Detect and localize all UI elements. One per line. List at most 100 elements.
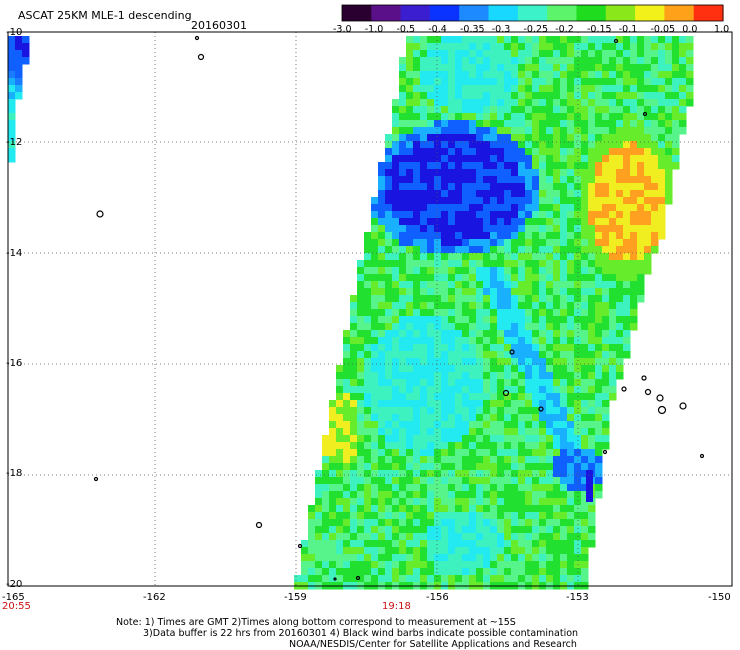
swath-cell — [462, 85, 470, 93]
swath-cell — [623, 204, 631, 212]
swath-cell — [567, 540, 575, 548]
swath-cell — [539, 50, 547, 58]
swath-cell — [441, 344, 449, 352]
swath-cell — [518, 211, 526, 219]
swath-cell — [525, 267, 533, 275]
swath-cell — [574, 43, 582, 51]
swath-cell — [581, 267, 589, 275]
swath-cell — [350, 575, 358, 583]
swath-cell — [413, 309, 421, 317]
island-outline — [679, 402, 687, 410]
swath-cell — [350, 547, 358, 555]
swath-cell — [385, 316, 393, 324]
swath-cell — [546, 477, 554, 485]
swath-cell — [364, 379, 372, 387]
swath-cell — [686, 99, 694, 107]
swath-cell — [371, 330, 379, 338]
swath-cell — [469, 148, 477, 156]
swath-cell — [322, 540, 330, 548]
swath-cell — [665, 36, 673, 44]
swath-cell — [490, 169, 498, 177]
swath-cell — [658, 148, 666, 156]
swath-cell — [322, 449, 330, 457]
swath-cell — [413, 295, 421, 303]
swath-cell — [406, 484, 414, 492]
swath-cell — [672, 64, 680, 72]
swath-cell — [672, 43, 680, 51]
swath-cell — [497, 330, 505, 338]
swath-cell — [350, 491, 358, 499]
swath-cell — [455, 211, 463, 219]
swath-cell — [490, 498, 498, 506]
swath-cell — [448, 106, 456, 114]
swath-cell — [546, 134, 554, 142]
island-outline — [602, 449, 608, 455]
swath-cell — [525, 176, 533, 184]
swath-cell — [588, 260, 596, 268]
swath-cell — [539, 316, 547, 324]
swath-cell — [385, 400, 393, 408]
swath-cell — [476, 561, 484, 569]
swath-cell — [420, 484, 428, 492]
swath-cell — [399, 470, 407, 478]
swath-cell — [455, 169, 463, 177]
swath-cell — [329, 442, 337, 450]
swath-cell — [427, 330, 435, 338]
colorbar-swatch — [547, 5, 578, 21]
swath-cell — [406, 554, 414, 562]
swath-cell — [455, 64, 463, 72]
swath-cell — [588, 337, 596, 345]
swath-cell — [532, 568, 540, 576]
swath-cell — [623, 92, 631, 100]
swath-cell — [560, 491, 568, 499]
swath-cell — [406, 190, 414, 198]
swath-cell — [616, 372, 624, 380]
swath-cell — [546, 309, 554, 317]
swath-cell — [455, 400, 463, 408]
swath-cell — [364, 253, 372, 261]
swath-cell — [504, 169, 512, 177]
swath-cell — [553, 288, 561, 296]
swath-cell — [392, 246, 400, 254]
swath-cell — [455, 477, 463, 485]
swath-cell — [539, 421, 547, 429]
swath-cell — [371, 414, 379, 422]
swath-cell — [588, 428, 596, 436]
swath-cell — [364, 533, 372, 541]
swath-cell — [371, 204, 379, 212]
swath-cell — [546, 323, 554, 331]
swath-cell — [406, 71, 414, 79]
swath-cell — [539, 190, 547, 198]
swath-cell — [623, 274, 631, 282]
swath-cell — [392, 449, 400, 457]
swath-cell — [623, 155, 631, 163]
swath-cell — [434, 540, 442, 548]
swath-cell — [427, 302, 435, 310]
swath-cell — [686, 50, 694, 58]
swath-cell — [462, 470, 470, 478]
swath-cell — [371, 505, 379, 513]
swath-cell — [378, 302, 386, 310]
swath-cell — [392, 288, 400, 296]
swath-cell — [392, 344, 400, 352]
swath-cell — [518, 351, 526, 359]
swath-cell — [532, 169, 540, 177]
swath-cell — [371, 267, 379, 275]
swath-cell — [483, 36, 491, 44]
swath-cell — [609, 113, 617, 121]
swath-cell — [546, 491, 554, 499]
swath-cell — [511, 309, 519, 317]
swath-cell — [336, 526, 344, 534]
island-outline — [197, 53, 205, 61]
swath-cell — [595, 477, 603, 485]
swath-cell — [588, 253, 596, 261]
swath-cell — [483, 113, 491, 121]
swath-cell — [553, 512, 561, 520]
swath-cell — [518, 78, 526, 86]
swath-cell — [490, 463, 498, 471]
swath-cell — [539, 141, 547, 149]
swath-cell — [483, 568, 491, 576]
swath-cell — [406, 302, 414, 310]
swath-cell — [455, 505, 463, 513]
swath-cell — [658, 197, 666, 205]
